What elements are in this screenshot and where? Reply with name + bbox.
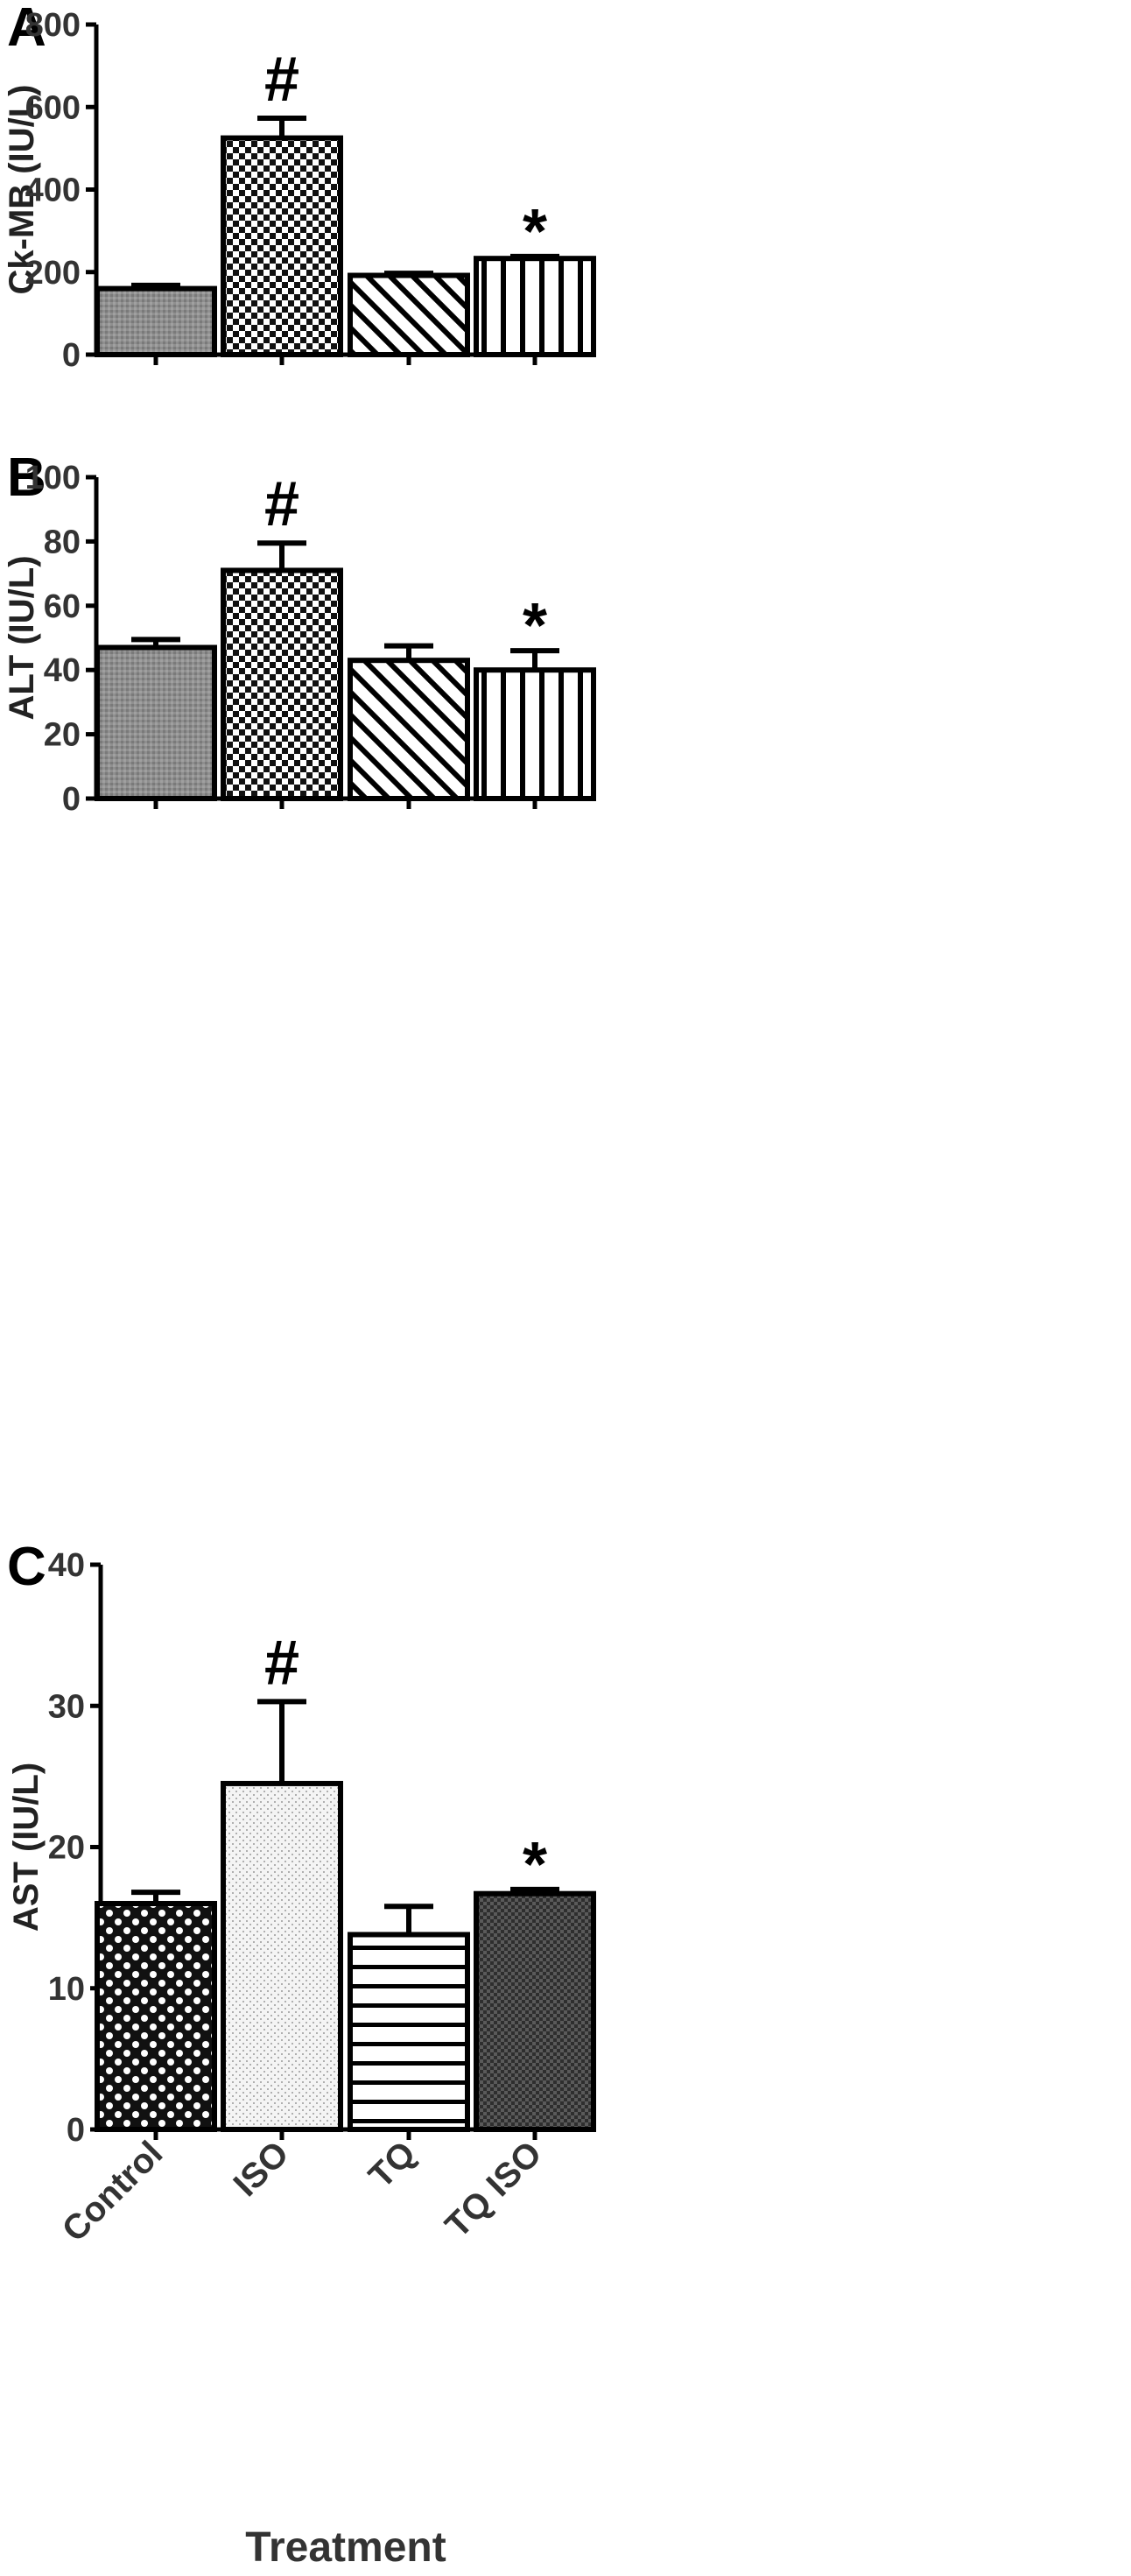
error-bar — [257, 540, 306, 571]
y-tick-label: 10 — [48, 1971, 85, 2008]
x-category-label: Control — [55, 2134, 171, 2249]
error-bar — [257, 115, 306, 138]
bar-tq — [348, 658, 470, 801]
significance-hash: # — [264, 1628, 299, 1698]
error-bar — [510, 253, 559, 259]
y-tick-label: 60 — [44, 588, 81, 625]
error-bar — [510, 648, 559, 671]
bar-tq-iso — [474, 256, 596, 358]
panel-letter: B — [7, 447, 46, 508]
bar-control — [95, 1901, 217, 2132]
panel-b: B ALT (IU/L) 0 20 40 60 80 100 # * — [3, 447, 596, 818]
y-tick-label: 800 — [25, 7, 81, 44]
y-tick-label: 40 — [44, 652, 81, 689]
y-tick-label: 20 — [48, 1830, 85, 1867]
significance-asterisk: * — [523, 197, 547, 267]
error-bar — [510, 1886, 559, 1894]
y-tick-label: 20 — [44, 717, 81, 754]
x-category-label: TQ — [362, 2134, 423, 2195]
panel-letter: C — [7, 1537, 46, 1597]
error-bar — [131, 1890, 180, 1904]
x-category-label: ISO — [227, 2134, 297, 2204]
y-axis-label: AST (IU/L) — [7, 1763, 46, 1932]
y-tick-label: 30 — [48, 1688, 85, 1725]
x-category-label: TQ ISO — [438, 2134, 549, 2245]
significance-asterisk: * — [523, 1830, 547, 1900]
bar-tq-iso — [474, 1890, 596, 2132]
y-axis-label: Ck-MB (IU/L) — [3, 85, 41, 295]
panel-c: C AST (IU/L) 0 10 20 30 40 Control # ISO TQ * TQ ISO… — [7, 1537, 596, 2571]
bar-tq-iso — [474, 667, 596, 802]
y-tick-label: 40 — [48, 1547, 85, 1584]
y-tick-label: 400 — [25, 172, 81, 209]
error-bar — [384, 1904, 433, 1935]
bar-tq — [348, 1932, 470, 2133]
y-axis-label: ALT (IU/L) — [3, 555, 41, 720]
bar-tq — [348, 272, 470, 357]
y-tick-label: 80 — [44, 524, 81, 560]
bar-iso — [221, 567, 343, 801]
panel-letter: A — [7, 0, 46, 58]
y-tick-label: 0 — [62, 781, 81, 818]
y-tick-label: 0 — [62, 337, 81, 374]
bar-iso — [221, 1780, 343, 2132]
x-axis-title: Treatment — [245, 2524, 446, 2571]
bar-iso — [221, 135, 343, 357]
panel-a: A Ck-MB (IU/L) 0 200 400 600 800 # * — [3, 0, 596, 374]
error-bar — [384, 271, 433, 277]
significance-hash: # — [264, 469, 299, 539]
y-tick-label: 200 — [25, 255, 81, 292]
error-bar — [131, 637, 180, 648]
y-tick-label: 600 — [25, 89, 81, 126]
significance-hash: # — [264, 45, 299, 115]
bar-control — [95, 644, 217, 802]
error-bar — [131, 282, 180, 289]
error-bar — [384, 643, 433, 661]
significance-asterisk: * — [523, 591, 547, 661]
error-bar — [257, 1699, 306, 1784]
bar-control — [95, 285, 217, 358]
y-tick-label: 0 — [67, 2112, 85, 2149]
y-tick-label: 100 — [25, 460, 81, 496]
